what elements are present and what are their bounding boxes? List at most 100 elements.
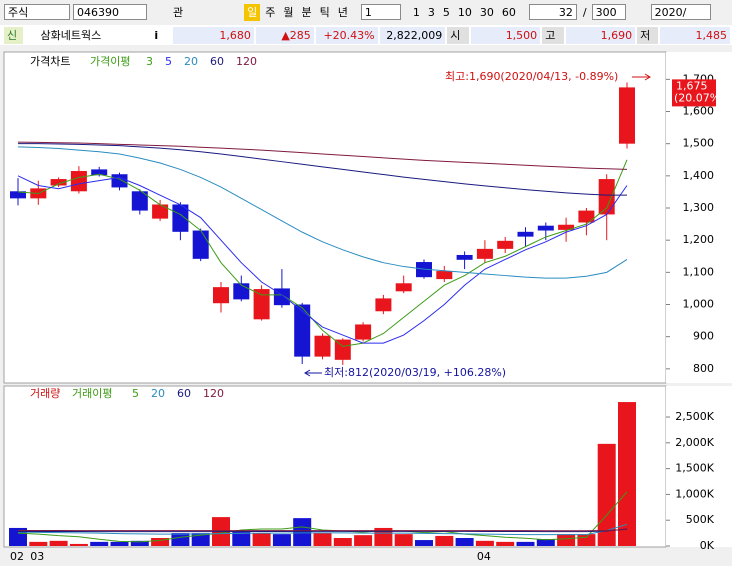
candle-body (497, 240, 514, 249)
volume-bar (354, 535, 373, 546)
candle-body (334, 339, 351, 360)
minute-button[interactable]: 60 (501, 5, 516, 19)
minute-buttons: 1 3 5 10 30 60 (410, 4, 521, 21)
low-note: 최저:812(2020/03/19, +106.28%) (324, 366, 506, 379)
volume-bar (618, 402, 636, 546)
candle-body (375, 298, 392, 312)
period-button[interactable]: 분 (301, 5, 312, 19)
legend-entry: 60 (210, 55, 224, 68)
volume-bar (475, 540, 494, 546)
y-tick-label: 900 (693, 330, 714, 343)
candle-body (314, 335, 331, 357)
candle-body (152, 204, 169, 219)
legend-entry: 5 (165, 55, 172, 68)
legend-entry: 5 (132, 387, 139, 400)
legend-entry: 120 (236, 55, 257, 68)
interval-select[interactable]: 1 (360, 4, 401, 20)
candle-body (192, 230, 209, 259)
volume-bar (69, 543, 88, 546)
price-panel (3, 51, 667, 384)
volume-bar (252, 533, 271, 546)
period-button[interactable]: 년 (337, 5, 348, 19)
volume-bar (496, 541, 515, 546)
change: ▲285 (255, 26, 314, 44)
volume-axis (666, 386, 732, 547)
high: 1,690 (565, 26, 636, 44)
volume-title: 거래량 (30, 387, 60, 400)
y-tick-label: 1,000 (683, 298, 715, 311)
volume-ma-title: 거래이평 (72, 387, 112, 400)
candle-body (558, 224, 575, 230)
flag: 신 (4, 26, 24, 44)
volume-bar (29, 541, 48, 546)
candle-body (213, 287, 229, 304)
open-label: 시 (447, 26, 469, 44)
candle-body (294, 304, 311, 357)
ma-line (17, 175, 628, 344)
code-input[interactable]: 046390 (73, 4, 147, 20)
period-button[interactable]: 일 (244, 3, 261, 21)
ma-line (18, 528, 628, 532)
ma-line (17, 491, 628, 543)
candle-body (50, 179, 67, 186)
period-button[interactable]: 틱 (319, 5, 330, 19)
candle-body (253, 289, 270, 320)
open: 1,500 (470, 26, 541, 44)
high-arrow (632, 73, 651, 81)
candle-body (172, 204, 189, 232)
volume: 2,822,009 (379, 26, 446, 44)
volume-bar (455, 538, 474, 546)
candle-body (537, 225, 554, 231)
volume-bar (191, 533, 210, 546)
price-ma-title: 가격이평 (90, 55, 130, 68)
y-tick-label: 1,200 (683, 233, 715, 246)
period-button[interactable]: 월 (283, 5, 294, 19)
watch-button[interactable]: 관 (173, 5, 184, 19)
minute-button[interactable]: 3 (427, 5, 435, 19)
price: 1,680 (172, 26, 254, 44)
y-tick-label: 2,500K (675, 410, 714, 423)
candle-body (619, 87, 635, 144)
ma-line (17, 523, 628, 536)
volume-bar (394, 534, 413, 546)
minute-button[interactable]: 30 (479, 5, 494, 19)
y-tick-label: 1,100 (683, 265, 715, 278)
y-tick-label: 2,000K (675, 436, 714, 449)
minute-button[interactable]: 1 (412, 5, 420, 19)
last-price: 1,675 (676, 79, 708, 92)
minute-button[interactable]: 5 (442, 5, 450, 19)
count-input[interactable]: 32 (528, 4, 577, 20)
price-title: 가격차트 (30, 55, 70, 68)
y-tick-label: 1,300 (683, 201, 715, 214)
y-tick-label: 500K (686, 513, 715, 526)
last-change: (20.07%) (674, 91, 725, 104)
market-select[interactable]: 주식 (4, 4, 70, 20)
volume-bar (171, 533, 190, 546)
ma-line (17, 159, 628, 347)
candle-body (476, 248, 493, 259)
candle-body (131, 191, 148, 211)
minute-button[interactable]: 10 (457, 5, 472, 19)
x-tick-label: 03 (30, 550, 44, 563)
y-tick-label: 1,500 (683, 137, 715, 150)
ma-line (17, 141, 628, 170)
y-tick-label: 1,600 (683, 105, 715, 118)
total-input[interactable]: 300 (591, 4, 626, 20)
period-button[interactable]: 주 (265, 5, 276, 19)
date-input[interactable]: 2020/ (650, 4, 711, 20)
info-button[interactable]: i (154, 28, 159, 42)
volume-bar (374, 527, 393, 546)
high-label: 고 (542, 26, 564, 44)
legend-entry: 3 (146, 55, 153, 68)
candle-body (70, 171, 87, 192)
ma-line (18, 143, 627, 196)
price-axis (666, 52, 732, 383)
x-tick-label: 04 (477, 550, 491, 563)
volume-bar (151, 538, 170, 546)
volume-bar (313, 533, 332, 546)
volume-panel (3, 385, 667, 548)
legend-entry: 120 (203, 387, 224, 400)
candle-body (111, 174, 128, 188)
